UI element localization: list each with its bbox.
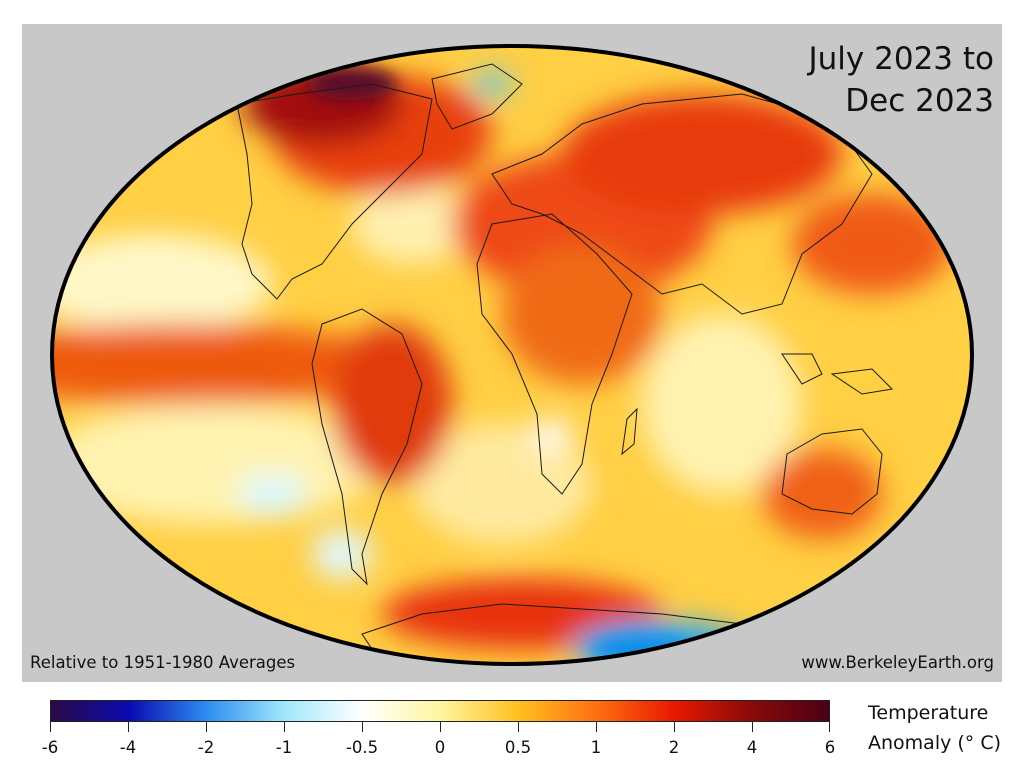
colorbar-tick-mark (596, 722, 597, 732)
globe-outline (50, 44, 974, 666)
legend-title-line-1: Temperature (868, 702, 989, 724)
colorbar-tick-label: 0.5 (504, 738, 532, 757)
temperature-anomaly-map (50, 44, 974, 666)
colorbar-tick-label: 1 (590, 738, 602, 757)
baseline-note: Relative to 1951-1980 Averages (30, 653, 296, 672)
colorbar-tick-label: 6 (824, 738, 836, 757)
colorbar-tick-label: 0 (434, 738, 446, 757)
colorbar-tick-label: -4 (119, 738, 137, 757)
colorbar-tick-label: -2 (197, 738, 215, 757)
colorbar-tick-label: -0.5 (345, 738, 379, 757)
colorbar-tick-label: 4 (746, 738, 758, 757)
colorbar-tick-label: -1 (275, 738, 293, 757)
legend-title-line-2: Anomaly (° C) (868, 732, 1002, 754)
source-url: www.BerkeleyEarth.org (801, 653, 994, 672)
colorbar-tick-mark (50, 722, 51, 732)
colorbar-tick-mark (752, 722, 753, 732)
colorbar-tick-mark (284, 722, 285, 732)
colorbar-tick-mark (829, 722, 830, 732)
colorbar-tick-label: -6 (41, 738, 59, 757)
colorbar-tick-mark (440, 722, 441, 732)
colorbar-tick-mark (362, 722, 363, 732)
period-title-line-1: July 2023 to (808, 41, 994, 77)
colorbar-tick-label: 2 (668, 738, 680, 757)
coastlines (236, 63, 894, 664)
map-panel: July 2023 to Dec 2023 Relative to 1951-1… (22, 24, 1002, 682)
anomaly-field (52, 46, 972, 664)
colorbar-tick-mark (128, 722, 129, 732)
colorbar-tick-mark (674, 722, 675, 732)
colorbar-tick-mark (518, 722, 519, 732)
period-title-line-2: Dec 2023 (845, 83, 994, 119)
colorbar-tick-mark (206, 722, 207, 732)
colorbar (50, 700, 830, 722)
